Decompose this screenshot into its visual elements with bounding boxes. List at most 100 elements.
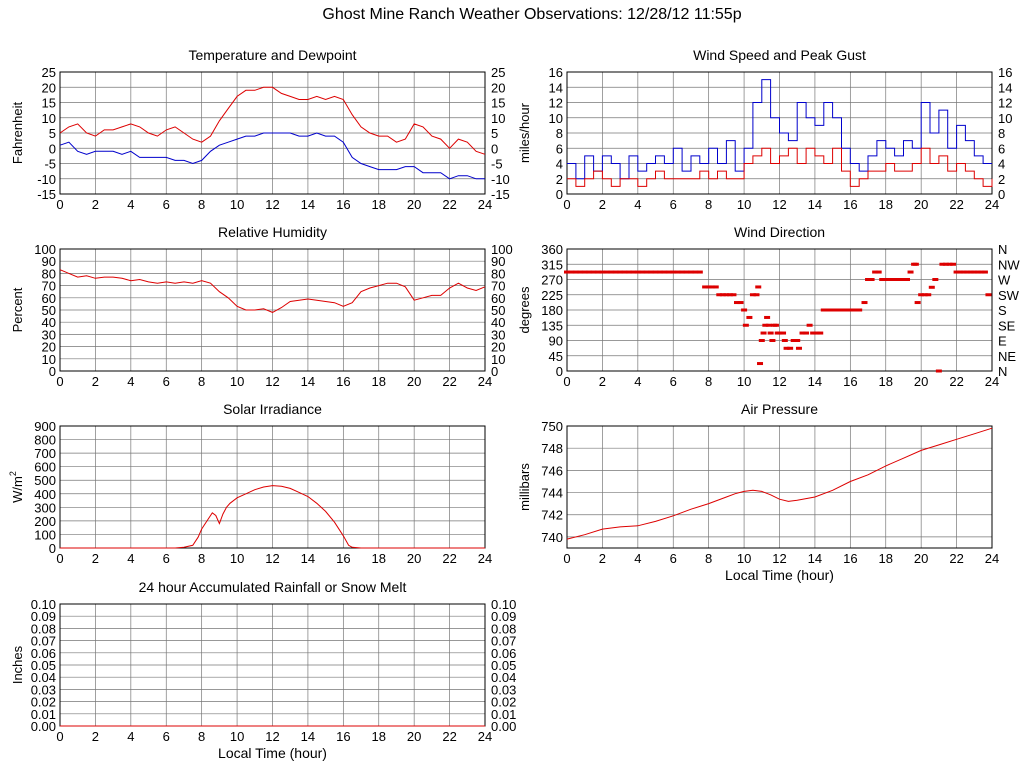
direction-point xyxy=(617,270,624,274)
x-tick-label: 24 xyxy=(985,551,999,566)
x-tick-label: 6 xyxy=(163,729,170,744)
direction-point xyxy=(787,346,794,350)
direction-point xyxy=(568,270,575,274)
series-line-red xyxy=(567,147,993,187)
direction-point xyxy=(723,293,730,297)
direction-point xyxy=(758,339,765,342)
direction-point xyxy=(960,270,967,274)
y-tick-label: 0 xyxy=(556,364,563,379)
y-tick-label-right: 10 xyxy=(998,111,1012,126)
direction-point xyxy=(639,270,646,274)
x-tick-label: 10 xyxy=(737,551,751,566)
x-tick-label: 4 xyxy=(127,729,134,744)
x-tick-label: 20 xyxy=(407,374,421,389)
direction-point xyxy=(702,285,709,289)
y-tick-label-right: 0.00 xyxy=(491,719,516,734)
direction-point xyxy=(861,301,868,305)
x-tick-label: 2 xyxy=(599,374,606,389)
y-tick-label-right: 4 xyxy=(998,157,1005,172)
y-axis-label: degrees xyxy=(517,286,532,333)
y-tick-label: -5 xyxy=(44,157,56,172)
x-tick-label: 16 xyxy=(336,729,350,744)
y-tick-label-right: 80 xyxy=(491,266,505,281)
x-tick-label: 8 xyxy=(198,551,205,566)
direction-point xyxy=(939,262,946,266)
y-tick-label: 45 xyxy=(549,349,563,364)
y-tick-label: 0 xyxy=(49,541,56,556)
direction-point xyxy=(856,308,863,312)
x-tick-label: 20 xyxy=(914,197,928,212)
direction-point xyxy=(625,270,632,274)
x-tick-label: 16 xyxy=(843,374,857,389)
y-tick-label: 40 xyxy=(42,315,56,330)
x-tick-label: 24 xyxy=(478,551,492,566)
direction-point xyxy=(572,270,579,274)
y-tick-label-right: 0.01 xyxy=(491,707,516,722)
y-tick-label: 70 xyxy=(42,279,56,294)
y-tick-label-right: 15 xyxy=(491,96,505,111)
x-tick-label: 14 xyxy=(301,729,315,744)
y-tick-label: 100 xyxy=(34,527,56,542)
y-tick-label-right: -15 xyxy=(491,187,510,202)
direction-point xyxy=(849,308,856,312)
compass-label: SE xyxy=(998,318,1016,333)
x-tick-label: 18 xyxy=(879,551,893,566)
direction-point xyxy=(590,270,597,274)
direction-point xyxy=(564,270,570,274)
y-tick-label-right: 0.05 xyxy=(491,658,516,673)
x-tick-label: 12 xyxy=(772,374,786,389)
x-tick-label: 6 xyxy=(163,197,170,212)
y-tick-label-right: 60 xyxy=(491,291,505,306)
direction-point xyxy=(603,270,610,274)
y-tick-label: 10 xyxy=(42,111,56,126)
y-tick-label: 90 xyxy=(42,254,56,269)
direction-point xyxy=(734,301,740,305)
x-tick-label: 6 xyxy=(670,551,677,566)
x-tick-label: 10 xyxy=(230,374,244,389)
y-tick-label: 225 xyxy=(541,288,563,303)
y-tick-label: 0 xyxy=(49,364,56,379)
direction-point xyxy=(780,331,787,335)
x-tick-label: 2 xyxy=(599,197,606,212)
x-tick-label: 0 xyxy=(56,551,63,566)
y-tick-label-right: 6 xyxy=(998,141,1005,156)
x-tick-label: 12 xyxy=(265,197,279,212)
y-tick-label: 0 xyxy=(49,141,56,156)
x-tick-label: 4 xyxy=(634,197,641,212)
x-tick-label: 20 xyxy=(407,197,421,212)
y-tick-label-right: -10 xyxy=(491,172,510,187)
y-axis-label: millibars xyxy=(517,463,532,511)
y-tick-label-right: 10 xyxy=(491,352,505,367)
direction-point xyxy=(630,270,637,274)
x-tick-label: 0 xyxy=(56,374,63,389)
direction-point xyxy=(746,315,753,319)
direction-point xyxy=(925,293,932,297)
y-tick-label: 0.00 xyxy=(31,719,56,734)
x-tick-label: 16 xyxy=(336,551,350,566)
direction-point xyxy=(957,270,964,274)
direction-point xyxy=(765,323,772,327)
direction-point xyxy=(753,293,760,297)
y-axis-label: Fahrenheit xyxy=(10,102,25,165)
x-tick-label: 20 xyxy=(914,551,928,566)
plot-frame xyxy=(566,248,993,372)
y-tick-label-right: 25 xyxy=(491,65,505,80)
y-tick-label-right: 0.04 xyxy=(491,670,516,685)
y-tick-label: 315 xyxy=(541,257,563,272)
x-tick-label: 24 xyxy=(478,729,492,744)
direction-point xyxy=(670,270,677,274)
y-tick-label: 50 xyxy=(42,303,56,318)
x-tick-label: 12 xyxy=(772,197,786,212)
direction-point xyxy=(946,262,953,266)
chart-title: Relative Humidity xyxy=(218,224,327,240)
x-tick-label: 18 xyxy=(372,374,386,389)
direction-point xyxy=(755,285,762,289)
y-tick-label: 4 xyxy=(556,157,563,172)
y-axis-label: miles/hour xyxy=(517,102,532,163)
direction-point xyxy=(612,270,619,274)
x-tick-label: 0 xyxy=(563,551,570,566)
chart-rainfall: 24 hour Accumulated Rainfall or Snow Mel… xyxy=(10,579,516,761)
x-tick-label: 22 xyxy=(949,551,963,566)
